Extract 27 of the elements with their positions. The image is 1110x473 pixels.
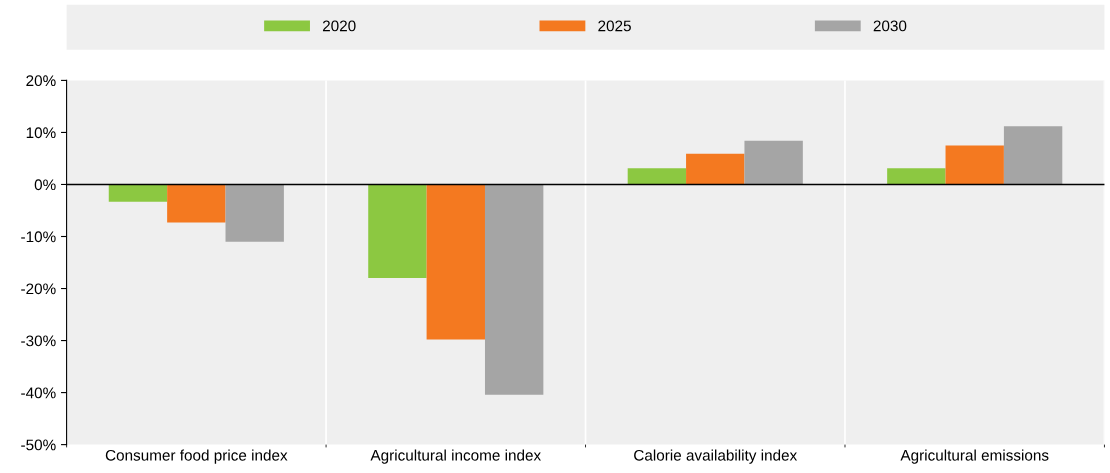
y-tick-label: -40% [21,387,56,399]
bar [1003,126,1063,185]
bar [887,168,946,185]
y-tick-label: -10% [21,231,56,243]
y-tick-label: -50% [21,439,56,451]
bar [627,168,687,185]
legend-label: 2020 [322,20,356,32]
bar [426,184,485,340]
y-tick-label: -20% [21,283,56,295]
bar [686,153,745,185]
y-tick-label: 0% [34,179,56,191]
bar [744,140,803,185]
x-tick-label: Agricultural income index [370,449,541,464]
x-tick-label: Agricultural emissions [900,449,1049,464]
x-tick-label: Consumer food price index [105,449,288,464]
legend-label: 2030 [873,20,907,32]
bar [945,145,1004,185]
bar [368,184,427,279]
legend-label: 2025 [598,20,631,32]
y-tick-label: 10% [26,127,56,139]
y-tick-label: -30% [21,335,56,347]
x-tick-label: Calorie availability index [634,449,798,464]
bar [484,184,544,395]
bar [167,184,226,223]
bar [225,184,284,242]
y-tick-label: 20% [26,75,56,87]
bar [108,184,168,202]
